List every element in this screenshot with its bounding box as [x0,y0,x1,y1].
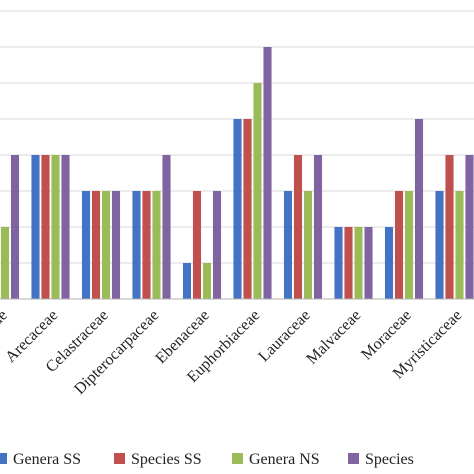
bar-genera-ss [81,191,91,299]
bar-species-ss [344,227,353,299]
legend-swatch [114,453,125,464]
bar-species-ns [263,47,272,299]
bar-species-ss [445,155,454,299]
category-label: eae [0,307,11,334]
legend-label: Species SS [131,451,202,468]
category-labels: eaeArecaceaeCelastraceaeDipterocarpaceae… [0,307,465,398]
bar-genera-ns [202,263,212,299]
bar-genera-ns [303,191,313,299]
bar-genera-ns [354,227,363,299]
bar-species-ss [192,191,202,299]
bar-genera-ns [455,191,464,299]
bar-genera-ss [283,191,293,299]
bar-species-ns [111,191,121,299]
legend-swatch [348,453,359,464]
bar-species-ss [142,191,151,299]
bar-genera-ns [404,191,414,299]
bars [0,47,474,299]
bar-genera-ss [233,119,242,299]
legend-label: Genera NS [249,451,320,468]
legend: Genera SS Species SS Genera NS Species [0,451,414,468]
legend-label: Species [365,451,414,468]
bar-species-ss [91,191,101,299]
bar-genera-ss [182,263,192,299]
bar-species-ss [41,155,50,299]
bar-genera-ss [384,227,394,299]
bar-species-ns [465,155,474,299]
legend-swatch [232,453,243,464]
bar-genera-ss [334,227,343,299]
bar-species-ss [394,191,404,299]
bar-species-ss [243,119,252,299]
legend-label: Genera SS [13,451,81,468]
bar-genera-ns [101,191,111,299]
bar-species-ns [313,155,323,299]
bar-genera-ns [253,83,262,299]
bar-genera-ns [152,191,161,299]
bar-genera-ns [0,227,10,299]
bar-species-ns [364,227,373,299]
bar-species-ns [61,155,70,299]
bar-genera-ss [435,191,444,299]
bar-species-ns [414,119,424,299]
category-label: Malvaceae [303,307,364,368]
bar-species-ns [212,191,222,299]
bar-genera-ns [51,155,60,299]
bar-genera-ss [132,191,141,299]
bar-species-ss [293,155,303,299]
bar-species-ns [162,155,171,299]
bar-species-ns [10,155,20,299]
bar-genera-ss [31,155,40,299]
legend-swatch [0,453,7,464]
